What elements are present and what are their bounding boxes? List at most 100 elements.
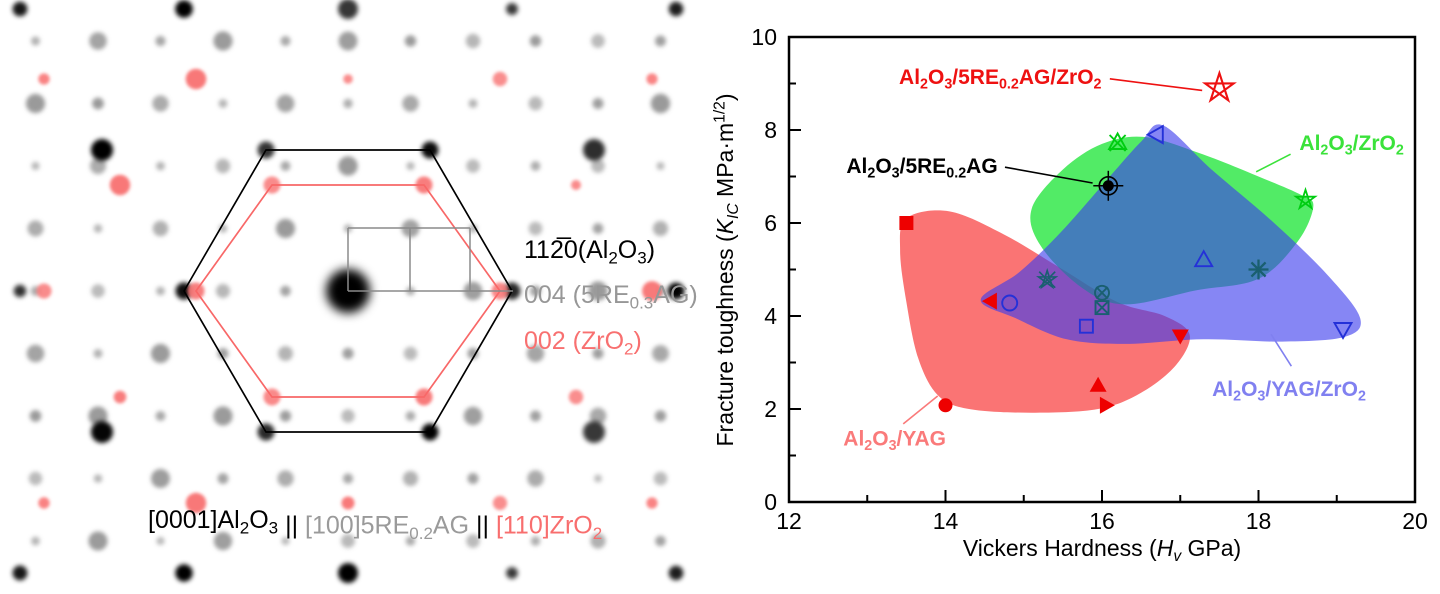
y-tick-label: 0 (764, 489, 777, 515)
diffraction-spot-red (185, 492, 207, 514)
diffraction-spot-gray (468, 99, 478, 108)
diffraction-spot-gray (278, 346, 293, 361)
diffraction-spot-gray (529, 35, 542, 47)
diffraction-spot-black (668, 1, 684, 17)
diffraction-spot-black (338, 0, 358, 19)
x-tick-label: 16 (1089, 508, 1115, 534)
diffraction-spot-black (506, 567, 518, 579)
diffraction-spot-red (113, 390, 127, 404)
diffraction-spot-gray (591, 34, 605, 48)
diffraction-spot-gray (530, 161, 541, 171)
diffraction-spot-gray (155, 35, 166, 47)
marker-triangle-left-filled (981, 292, 997, 310)
marker-target (1093, 170, 1124, 201)
diffraction-spot-gray (152, 220, 169, 237)
diffraction-spot-gray (217, 348, 229, 359)
diffraction-spot-gray (88, 406, 108, 426)
diffraction-spot-gray (653, 471, 668, 486)
diffraction-spot-black (583, 139, 605, 161)
diffraction-spot-gray (338, 31, 358, 51)
diffraction-spot-gray (150, 343, 171, 364)
marker-star-open (1201, 69, 1237, 103)
diffraction-spot-red (492, 495, 508, 511)
marker-circle-open (1001, 294, 1019, 312)
annotation-al2o3-yag-leader-line (902, 395, 939, 425)
diffraction-spot-red (642, 281, 662, 301)
y-tick-label: 6 (764, 210, 777, 236)
diffraction-spot-gray (155, 411, 166, 421)
diffraction-spot-gray (156, 286, 165, 296)
diffraction-spot-gray (589, 407, 607, 425)
diffraction-spot-gray (592, 97, 604, 110)
diffraction-spot-gray (592, 347, 604, 360)
diffraction-spot-gray (88, 531, 108, 551)
gray-lattice-dots (25, 31, 671, 551)
diffraction-spot-gray (406, 161, 415, 171)
y-tick-label: 10 (751, 24, 777, 50)
marker-star-x (1036, 267, 1059, 290)
label-plane-5reag: 004 (5RE0.3AG) (524, 281, 698, 313)
diffraction-spot-gray (29, 410, 42, 422)
marker-circle-filled (938, 398, 953, 413)
diffraction-spot-gray (338, 156, 358, 176)
diffraction-spot-red (185, 68, 207, 90)
diffraction-spot-red (492, 71, 508, 87)
diffraction-spot-gray (594, 474, 602, 483)
marker-circle-x (1094, 284, 1110, 301)
diffraction-spot-black (91, 139, 113, 161)
diffraction-spot-black (175, 564, 193, 582)
diffraction-spot-gray (656, 161, 665, 171)
diffraction-spot-gray (213, 31, 233, 51)
y-tick-label: 2 (764, 396, 777, 422)
diffraction-spot-black (583, 421, 605, 443)
property-regions (899, 124, 1361, 413)
diffraction-spot-gray (342, 347, 354, 360)
diffraction-spot-red (109, 174, 131, 196)
diffraction-spot-gray (467, 473, 479, 484)
annotation-al2o3-yag-zro2-leader-line (1270, 333, 1293, 367)
diffraction-spot-gray (343, 98, 353, 109)
series-al2o3-yag (899, 216, 1189, 414)
diffraction-spot-black (667, 282, 685, 300)
x-axis-title: Vickers Hardness (Hv GPa) (963, 535, 1241, 565)
diffraction-spot-gray (526, 344, 545, 363)
diffraction-spot-gray (466, 159, 480, 173)
diffraction-spot-gray (93, 348, 103, 359)
diffraction-spot-gray (530, 410, 541, 422)
diffraction-spot-black (12, 565, 28, 581)
diffraction-spot-black (175, 0, 193, 18)
marker-asterisk (1248, 259, 1269, 280)
diffraction-spot-gray (30, 36, 41, 46)
diffraction-spot-gray (31, 536, 40, 546)
series-crossed-markers (1036, 259, 1269, 316)
series-al2o3-zro2 (1107, 131, 1318, 211)
x-tick-label: 12 (776, 508, 802, 534)
diffraction-spot-gray (31, 161, 40, 171)
orientation-relationship-caption: [0001]Al2O3 || [100]5RE0.2AG || [110]ZrO… (148, 506, 602, 543)
diffraction-spot-red (36, 283, 52, 299)
diffraction-spot-gray (655, 35, 666, 47)
diffraction-spot-gray (279, 410, 292, 422)
diffraction-spot-gray (213, 531, 233, 551)
annotation-al2o3-5re02ag-zro2: Al2O3/5RE0.2AG/ZrO2 (899, 66, 1101, 93)
annotation-al2o3-zro2-leader-line (1255, 153, 1291, 173)
marker-triangle-down-filled (1171, 329, 1189, 345)
annotation-al2o3-yag: Al2O3/YAG (843, 427, 946, 454)
diffraction-spot-gray (463, 406, 483, 426)
diffraction-spot-gray (403, 346, 418, 361)
marker-triangle-right-filled (1099, 396, 1115, 414)
diffraction-spot-gray (527, 470, 544, 487)
diffraction-spot-gray (275, 218, 296, 239)
diffraction-spot-gray (342, 473, 354, 484)
diffraction-spot-gray (93, 224, 103, 233)
marker-triangle-down-open (1332, 322, 1354, 340)
annotation-al2o3-5re02ag: Al2O3/5RE0.2AG (846, 155, 997, 182)
diffraction-spot-gray (652, 220, 669, 237)
data-series (899, 69, 1354, 414)
diffraction-spot-gray (156, 161, 165, 171)
diffraction-spot-gray (405, 536, 416, 546)
diffraction-spot-gray (152, 95, 169, 112)
marker-square-filled (899, 216, 914, 230)
diffraction-spot-gray (280, 161, 291, 171)
